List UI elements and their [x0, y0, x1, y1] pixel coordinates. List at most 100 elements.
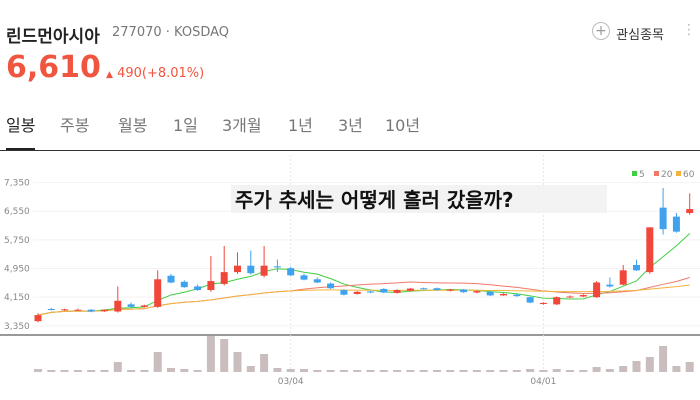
candle-body [340, 290, 348, 295]
volume-bar [632, 361, 641, 372]
candle-body [234, 265, 241, 273]
volume-bar [499, 370, 508, 372]
volume-bar [273, 368, 282, 372]
price-change: ▲ 490(+8.01%) [106, 66, 205, 81]
candle-body [500, 293, 507, 296]
volume-bar [246, 366, 255, 372]
volume-bar [526, 369, 535, 372]
candle-body [672, 216, 680, 232]
legend-swatch [676, 171, 681, 176]
y-tick-label: 4,150 [4, 293, 30, 303]
volume-bar [605, 369, 614, 372]
candle-body [367, 291, 374, 293]
volume-bar [406, 370, 415, 372]
volume-bar [286, 369, 295, 372]
volume-bar [127, 370, 136, 372]
volume-bar [446, 370, 455, 372]
moving-average [37, 284, 690, 316]
volume-bar [566, 370, 574, 372]
candle-body [486, 291, 494, 296]
volume-bar [672, 366, 681, 372]
volume-bar [260, 354, 269, 372]
candle-body [633, 264, 640, 271]
candle-body [460, 289, 468, 293]
volume-bar [326, 370, 335, 372]
candle-body [154, 279, 162, 307]
volume-bar [87, 370, 96, 372]
volume-bar [512, 370, 521, 372]
volume-bar [100, 370, 109, 372]
code: 277070 [112, 25, 162, 40]
volume-bar [379, 370, 388, 372]
candle-body [526, 297, 534, 303]
volume-bar [685, 362, 694, 372]
tab[interactable]: 월봉 [118, 116, 148, 135]
volume-bar [433, 370, 441, 372]
candle-body [619, 270, 627, 285]
tab[interactable]: 10년 [385, 116, 421, 135]
volume-bar [113, 362, 122, 372]
y-tick-label: 7,350 [4, 179, 30, 189]
candle-body [420, 288, 428, 290]
volume-bar [539, 370, 548, 372]
more-icon[interactable]: ⋮ [682, 22, 696, 38]
volume-bar [60, 370, 69, 372]
tab[interactable]: 일봉 [6, 112, 36, 150]
moving-average [37, 233, 691, 316]
stock-name: 린드먼아시아 [6, 27, 100, 47]
volume-bar [300, 369, 308, 372]
candle-body [659, 207, 667, 230]
y-tick-label: 3,350 [4, 322, 30, 332]
candle-body [287, 268, 295, 276]
volume-bar [339, 370, 348, 372]
candle-body [380, 288, 388, 293]
candle-body [220, 272, 228, 284]
candle-body [579, 295, 587, 297]
candle-body [327, 283, 335, 289]
volume-bar [73, 370, 82, 372]
tab[interactable]: 3년 [338, 116, 363, 135]
candle-body [180, 281, 188, 288]
candle-body [473, 291, 481, 293]
candle-body [127, 304, 135, 307]
volume-bar [167, 368, 175, 372]
volume-bar [472, 370, 481, 372]
candle-body [260, 265, 268, 276]
candle-body [606, 284, 614, 287]
volume-bar [313, 370, 322, 372]
candle-body [47, 309, 55, 311]
candle-body [566, 296, 574, 298]
volume-bar [220, 339, 229, 372]
candle-body [313, 279, 321, 283]
legend-swatch [632, 171, 637, 176]
legend-label: 20 [661, 170, 673, 180]
legend-label: 60 [683, 170, 695, 180]
volume-bar [645, 357, 654, 372]
watch-icon[interactable]: + [592, 22, 610, 40]
watch-button[interactable]: 관심종목 [616, 28, 664, 43]
candle-body [207, 281, 215, 291]
y-tick-label: 6,550 [4, 207, 30, 217]
tab[interactable]: 1일 [173, 116, 198, 135]
candle-body [513, 294, 521, 297]
candle-body [406, 288, 414, 291]
stock-code: 277070 · KOSDAQ [112, 25, 230, 40]
y-tick-label: 5,750 [4, 236, 30, 246]
volume-bar [393, 370, 402, 372]
tab[interactable]: 3개월 [222, 116, 262, 135]
change-text: 490(+8.01%) [117, 66, 205, 81]
volume-bar [659, 346, 668, 372]
volume-bar [180, 369, 189, 372]
candle-body [167, 275, 175, 283]
candle-body [101, 309, 108, 312]
candle-body [593, 282, 601, 298]
volume-bar [34, 369, 42, 372]
candle-body [446, 289, 454, 291]
candle-body [74, 309, 82, 311]
candle-body [553, 297, 561, 305]
tab[interactable]: 주봉 [60, 116, 90, 135]
volume-bar [366, 370, 375, 372]
volume-bar [419, 370, 428, 372]
tab[interactable]: 1년 [288, 116, 313, 135]
